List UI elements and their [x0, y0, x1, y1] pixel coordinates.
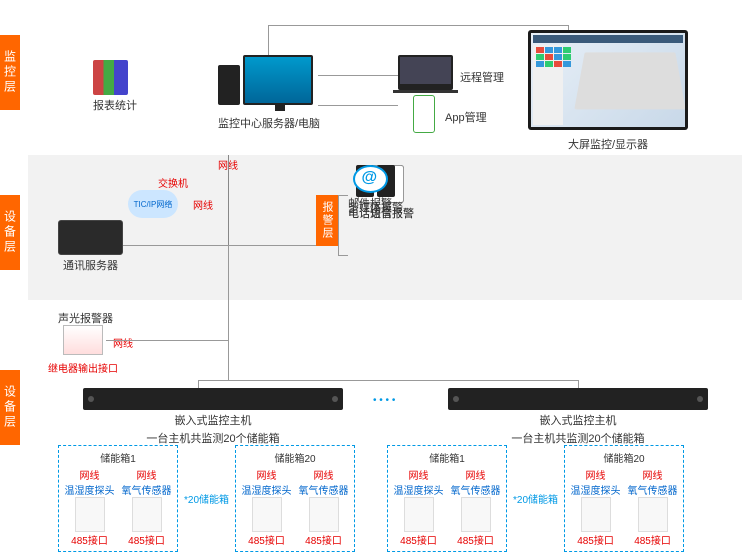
rack-icon — [83, 388, 343, 410]
monitoring-section: 报表统计 监控中心服务器/电脑 远程管理 App管理 — [28, 0, 742, 155]
line — [318, 75, 398, 76]
sound-light-label: 声光报警器 — [58, 310, 113, 326]
oxygen-sensor-icon — [461, 497, 491, 532]
oxygen-sensor-icon — [132, 497, 162, 532]
line — [318, 105, 398, 106]
layer-equipment-label-1: 设备层 — [0, 195, 20, 270]
temp-sensor-icon — [252, 497, 282, 532]
line — [228, 155, 229, 245]
app-phone-icon — [413, 95, 435, 133]
server-label: 监控中心服务器/电脑 — [218, 115, 320, 131]
monitor-icon — [243, 55, 313, 105]
pc-tower-icon — [218, 65, 240, 105]
laptop-icon — [398, 55, 453, 90]
report-node: 报表统计 — [93, 60, 137, 113]
report-label: 报表统计 — [93, 97, 137, 113]
cable-label-3: 网线 — [113, 335, 133, 350]
display-label: 大屏监控/显示器 — [528, 136, 688, 152]
app-label: App管理 — [445, 109, 487, 125]
storage-box-20b: 储能箱20 网线温湿度探头485接口 网线氧气传感器485接口 — [564, 445, 684, 552]
display-node: 大屏监控/显示器 — [528, 30, 688, 152]
line — [338, 195, 339, 255]
alarm-layer-label: 报警层 — [316, 195, 338, 246]
server-icon — [58, 220, 123, 255]
layer-equipment-label-2: 设备层 — [0, 370, 20, 445]
server-node: 监控中心服务器/电脑 — [218, 55, 320, 131]
line — [338, 255, 348, 256]
host-2-node: 嵌入式监控主机 一台主机共监测20个储能箱 — [448, 388, 708, 446]
middle-boxes-label-2: *20储能箱 — [513, 491, 558, 506]
mail-icon: @ — [353, 165, 388, 193]
line — [198, 380, 578, 381]
cloud-icon: TIC/IP网络 — [128, 190, 178, 218]
comm-server-node: 通讯服务器 — [58, 220, 123, 273]
temp-sensor-icon — [581, 497, 611, 532]
host-desc-label: 一台主机共监测20个储能箱 — [83, 430, 343, 446]
email-label: 邮件报警 — [348, 195, 392, 211]
app-node: App管理 — [413, 95, 435, 133]
line — [106, 340, 228, 341]
box-title: 储能箱1 — [63, 450, 173, 465]
dots: • • • • — [373, 395, 395, 406]
remote-label: 远程管理 — [460, 69, 504, 85]
temp-sensor-icon — [75, 497, 105, 532]
remote-node: 远程管理 — [398, 55, 453, 90]
equipment-mid-section: 网线 交换机 TIC/IP网络 网线 通讯服务器 报警层 电话语音报警 电话短信… — [28, 155, 742, 300]
host-desc-label-2: 一台主机共监测20个储能箱 — [448, 430, 708, 446]
switch-label: 交换机 — [158, 175, 188, 190]
line — [268, 25, 568, 26]
storage-box-1: 储能箱1 网线温湿度探头485接口 网线氧气传感器485接口 — [58, 445, 178, 552]
line — [338, 195, 348, 196]
alarm-device-icon — [63, 325, 103, 355]
device-section: 声光报警器 网线 继电器输出接口 嵌入式监控主机 一台主机共监测20个储能箱 嵌… — [28, 300, 742, 545]
box-title: 储能箱1 — [392, 450, 502, 465]
oxygen-sensor-icon — [638, 497, 668, 532]
line — [228, 245, 229, 380]
box-title: 储能箱20 — [569, 450, 679, 465]
middle-boxes-label: *20储能箱 — [184, 491, 229, 506]
comm-server-label: 通讯服务器 — [58, 257, 123, 273]
box-title: 储能箱20 — [240, 450, 350, 465]
temp-sensor-icon — [404, 497, 434, 532]
big-screen-icon — [528, 30, 688, 130]
email-node: @ 邮件报警 — [348, 165, 392, 211]
storage-box-1b: 储能箱1 网线温湿度探头485接口 网线氧气传感器485接口 — [387, 445, 507, 552]
storage-row: 储能箱1 网线温湿度探头485接口 网线氧气传感器485接口 *20储能箱 储能… — [58, 445, 684, 552]
line — [118, 245, 328, 246]
relay-label: 继电器输出接口 — [48, 360, 118, 375]
line — [268, 25, 269, 55]
cable-label-2: 网线 — [193, 197, 213, 212]
books-icon — [93, 60, 128, 95]
oxygen-sensor-icon — [309, 497, 339, 532]
host-1-node: 嵌入式监控主机 一台主机共监测20个储能箱 — [83, 388, 343, 446]
layer-monitoring-label: 监控层 — [0, 35, 20, 110]
storage-box-20: 储能箱20 网线温湿度探头485接口 网线氧气传感器485接口 — [235, 445, 355, 552]
rack-icon — [448, 388, 708, 410]
host-label: 嵌入式监控主机 — [83, 412, 343, 428]
host-label-2: 嵌入式监控主机 — [448, 412, 708, 428]
